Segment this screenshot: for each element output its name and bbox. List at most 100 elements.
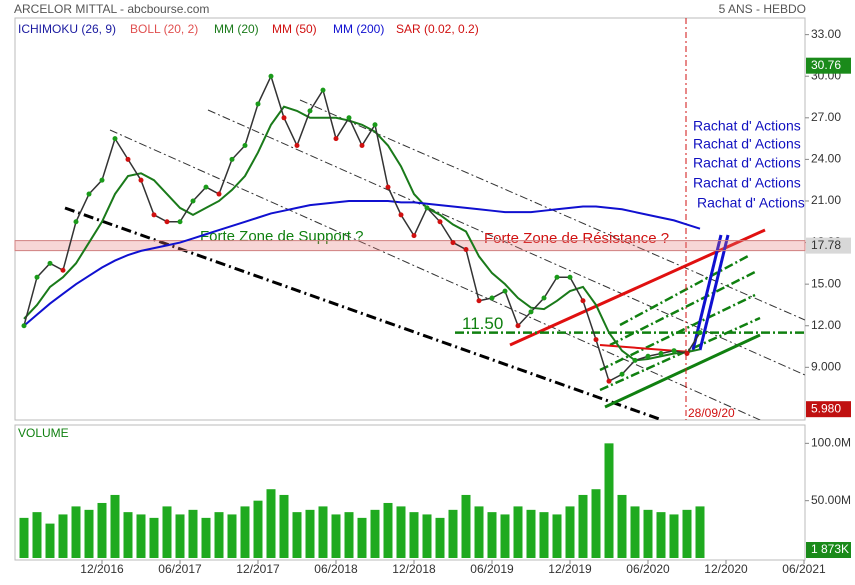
volume-bar	[357, 517, 367, 558]
price-point	[697, 330, 703, 336]
annotation: Rachat d' Actions	[693, 136, 801, 152]
price-point	[112, 136, 118, 142]
price-point	[515, 323, 521, 329]
price-point	[255, 101, 261, 107]
price-point	[86, 191, 92, 197]
volume-bar	[656, 512, 666, 558]
resistance-zone	[14, 240, 806, 252]
volume-bar	[539, 512, 549, 558]
volume-bar	[58, 514, 68, 558]
price-point	[489, 295, 495, 301]
volume-bar	[669, 514, 679, 558]
y-tick-label: 33.00	[811, 27, 841, 41]
volume-bar	[500, 514, 510, 558]
volume-bar	[162, 506, 172, 558]
volume-bar	[578, 494, 588, 558]
price-point	[502, 288, 508, 294]
volume-bar	[227, 514, 237, 558]
volume-bar	[188, 509, 198, 558]
annotation: 28/09/20	[688, 406, 735, 420]
price-point	[463, 246, 469, 252]
volume-bar	[110, 494, 120, 558]
price-point	[190, 198, 196, 204]
price-point	[125, 156, 131, 162]
volume-bar	[422, 514, 432, 558]
volume-bar	[19, 517, 29, 558]
annotation: Rachat d' Actions	[697, 195, 805, 211]
y-tick-label: 15.00	[811, 276, 841, 290]
volume-bar	[331, 514, 341, 558]
volume-bar	[32, 512, 42, 558]
legend-item: MM (200)	[333, 22, 384, 36]
volume-title: VOLUME	[18, 426, 69, 440]
price-point	[138, 177, 144, 183]
y-tick-label: 27.00	[811, 110, 841, 124]
price-label-box	[806, 401, 851, 418]
volume-bar	[97, 502, 107, 558]
x-tick-label: 12/2019	[548, 562, 592, 576]
volume-bar	[71, 506, 81, 558]
price-point	[645, 353, 651, 359]
price-point	[619, 371, 625, 377]
volume-bar	[552, 514, 562, 558]
volume-bar	[45, 523, 55, 558]
price-point	[21, 323, 27, 329]
volume-bar	[201, 517, 211, 558]
price-point	[73, 219, 79, 225]
subtitle: 5 ANS - HEBDO	[719, 2, 806, 16]
volume-bar	[370, 509, 380, 558]
price-point	[216, 191, 222, 197]
x-tick-label: 12/2017	[236, 562, 280, 576]
volume-bar	[279, 494, 289, 558]
x-tick-label: 06/2018	[314, 562, 358, 576]
volume-bar	[682, 509, 692, 558]
price-point	[385, 184, 391, 190]
volume-bar	[474, 506, 484, 558]
x-tick-label: 12/2018	[392, 562, 436, 576]
price-point	[294, 143, 300, 149]
volume-bar	[448, 509, 458, 558]
annotation: Rachat d' Actions	[693, 175, 801, 191]
volume-bar	[253, 500, 263, 558]
x-tick-label: 12/2016	[80, 562, 124, 576]
volume-bar	[526, 509, 536, 558]
price-label: 5.980	[811, 401, 841, 415]
price-point	[47, 260, 53, 266]
volume-bar	[214, 512, 224, 558]
volume-bar	[487, 512, 497, 558]
y-tick-label: 12.00	[811, 318, 841, 332]
price-point	[268, 73, 274, 79]
annotation: Rachat d' Actions	[693, 155, 801, 171]
price-point	[99, 177, 105, 183]
x-tick-label: 12/2020	[704, 562, 748, 576]
price-point	[671, 348, 677, 354]
price-label-box	[806, 237, 851, 254]
volume-bar	[513, 506, 523, 558]
price-point	[307, 108, 313, 114]
volume-bar	[149, 517, 159, 558]
volume-bar	[292, 512, 302, 558]
price-point	[658, 350, 664, 356]
volume-bar	[344, 512, 354, 558]
price-point	[606, 378, 612, 384]
price-point	[398, 212, 404, 218]
price-point	[229, 156, 235, 162]
volume-bar	[591, 489, 601, 558]
price-point	[424, 205, 430, 211]
price-point	[242, 143, 248, 149]
volume-bar	[643, 509, 653, 558]
price-label: 30.76	[811, 58, 841, 72]
price-label: 17.78	[811, 238, 841, 252]
moving-average	[23, 199, 701, 327]
annotation: Forte Zone de Résistance ?	[484, 230, 669, 247]
price-point	[450, 240, 456, 246]
volume-bar	[617, 494, 627, 558]
price-point	[346, 115, 352, 121]
volume-bar	[240, 506, 250, 558]
price-point	[541, 295, 547, 301]
volume-bar	[305, 509, 315, 558]
price-point	[359, 143, 365, 149]
volume-bar	[409, 512, 419, 558]
volume-bar	[461, 494, 471, 558]
